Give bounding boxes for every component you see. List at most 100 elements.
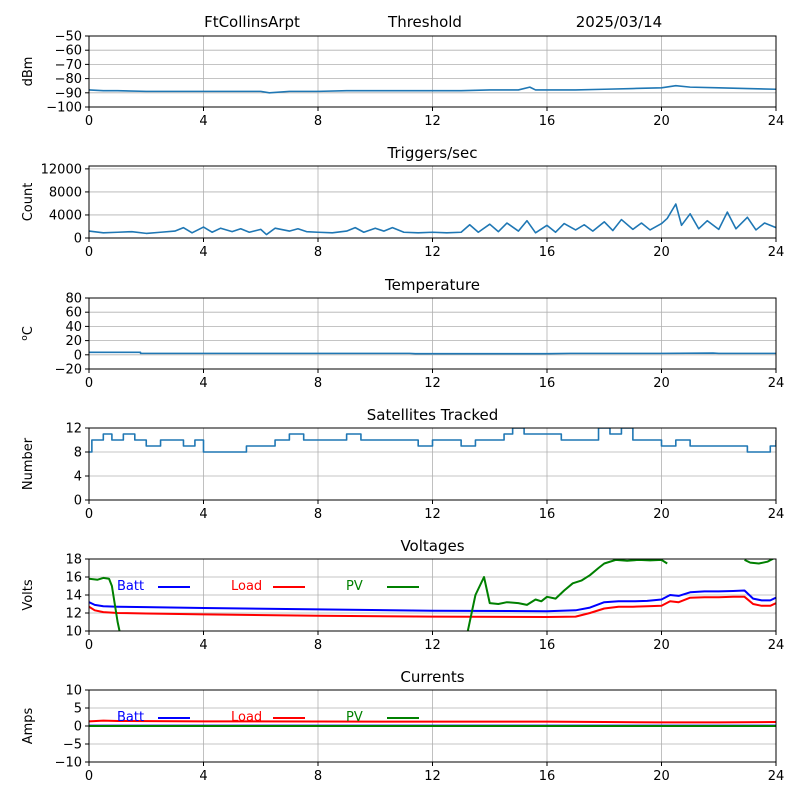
currents-series-load xyxy=(89,719,776,724)
threshold-xtick-label: 8 xyxy=(314,114,322,129)
temperature-series-group xyxy=(89,351,776,355)
triggers-xtick-label: 20 xyxy=(653,245,670,260)
threshold-ytick-label: −70 xyxy=(55,58,82,73)
temperature-xtick-label: 24 xyxy=(768,376,785,391)
temperature-xtick-label: 12 xyxy=(424,376,441,391)
temperature-xtick-label: 4 xyxy=(199,376,207,391)
satellites-xtick-label: 8 xyxy=(314,507,322,522)
triggers-series-line xyxy=(89,203,776,236)
temperature-ytick-label: 60 xyxy=(65,306,82,321)
voltages-ylabel: Volts xyxy=(21,579,36,611)
triggers-panel: 0 4 8 12 16 20 24 0 4000 8000 12000 Count Triggers/s… xyxy=(21,144,784,260)
currents-ytick-label: −5 xyxy=(63,738,82,753)
currents-legend-label-load: Load xyxy=(231,710,262,725)
currents-xtick-label: 4 xyxy=(199,769,207,784)
satellites-ylabel: Number xyxy=(21,437,36,490)
voltages-series-load xyxy=(89,595,776,619)
triggers-title: Triggers/sec xyxy=(387,144,478,162)
satellites-panel: 0 4 8 12 16 20 24 0 4 8 12 Number Satellites Tracked xyxy=(21,406,784,522)
threshold-xtick-label: 4 xyxy=(199,114,207,129)
currents-ylabel: Amps xyxy=(21,707,36,744)
voltages-xtick-label: 12 xyxy=(424,638,441,653)
currents-ytick-label: 0 xyxy=(74,720,82,735)
voltages-ytick-label: 16 xyxy=(65,571,82,586)
triggers-xtick-label: 16 xyxy=(539,245,556,260)
satellites-xtick-label: 4 xyxy=(199,507,207,522)
satellites-xtick-label: 20 xyxy=(653,507,670,522)
currents-ytick-label: 5 xyxy=(74,702,82,717)
temperature-ytick-label: 80 xyxy=(65,292,82,307)
header-date: 2025/03/14 xyxy=(576,13,662,31)
voltages-series-pv xyxy=(744,559,775,565)
voltages-xtick-label: 8 xyxy=(314,638,322,653)
satellites-series-group xyxy=(89,428,776,453)
currents-xtick-label: 24 xyxy=(768,769,785,784)
header-mode: Threshold xyxy=(387,13,462,31)
threshold-series-group xyxy=(89,84,776,94)
voltages-title: Voltages xyxy=(400,537,464,555)
satellites-ytick-label: 8 xyxy=(74,446,82,461)
satellites-xtick-label: 24 xyxy=(768,507,785,522)
voltages-legend-label-load: Load xyxy=(231,579,262,594)
threshold-xtick-label: 20 xyxy=(653,114,670,129)
satellites-ytick-label: 12 xyxy=(65,422,82,437)
triggers-ytick-label: 4000 xyxy=(49,208,82,223)
temperature-ytick-label: 20 xyxy=(65,334,82,349)
temperature-xtick-label: 16 xyxy=(539,376,556,391)
voltages-series-pv xyxy=(466,559,668,631)
satellites-xtick-label: 0 xyxy=(85,507,93,522)
temperature-ylabel: oC xyxy=(20,326,36,341)
satellites-ytick-label: 4 xyxy=(74,470,82,485)
threshold-ytick-label: −100 xyxy=(46,101,82,116)
currents-xtick-label: 0 xyxy=(85,769,93,784)
currents-xtick-label: 8 xyxy=(314,769,322,784)
triggers-ytick-label: 12000 xyxy=(41,162,82,177)
header-station: FtCollinsArpt xyxy=(204,13,300,31)
currents-title: Currents xyxy=(400,668,464,686)
threshold-series-line xyxy=(89,84,776,94)
satellites-xtick-label: 12 xyxy=(424,507,441,522)
voltages-xtick-label: 16 xyxy=(539,638,556,653)
temperature-xtick-label: 20 xyxy=(653,376,670,391)
triggers-xtick-label: 8 xyxy=(314,245,322,260)
threshold-ytick-label: −50 xyxy=(55,30,82,45)
triggers-ytick-label: 0 xyxy=(74,232,82,247)
threshold-panel: 0 4 8 12 16 20 24 −100−90−80−70−60−50 dBm xyxy=(21,30,784,130)
triggers-xtick-label: 24 xyxy=(768,245,785,260)
triggers-ylabel: Count xyxy=(21,183,36,222)
temperature-ytick-label: 0 xyxy=(74,348,82,363)
voltages-xtick-label: 0 xyxy=(85,638,93,653)
voltages-ytick-label: 12 xyxy=(65,607,82,622)
voltages-series-batt xyxy=(89,589,776,613)
voltages-legend-label-pv: PV xyxy=(346,579,363,594)
currents-legend-label-pv: PV xyxy=(346,710,363,725)
voltages-ytick-label: 14 xyxy=(65,589,82,604)
triggers-series-group xyxy=(89,203,776,236)
currents-series-group xyxy=(89,719,776,727)
currents-panel: Batt Load PV 0 4 8 12 16 20 24 −10 −5 0 5 10 Amps Curren… xyxy=(21,668,784,784)
temperature-ytick-label: 40 xyxy=(65,320,82,335)
voltages-legend-label-batt: Batt xyxy=(117,579,144,594)
voltages-ytick-label: 10 xyxy=(65,625,82,640)
currents-xtick-label: 12 xyxy=(424,769,441,784)
currents-ytick-label: −10 xyxy=(55,756,82,771)
currents-xtick-label: 16 xyxy=(539,769,556,784)
threshold-xtick-label: 24 xyxy=(768,114,785,129)
voltages-xtick-label: 24 xyxy=(768,638,785,653)
voltages-xtick-label: 20 xyxy=(653,638,670,653)
voltages-ytick-label: 18 xyxy=(65,553,82,568)
currents-legend-label-batt: Batt xyxy=(117,710,144,725)
satellites-series-line xyxy=(89,428,776,453)
satellites-title: Satellites Tracked xyxy=(367,406,498,424)
triggers-xtick-label: 12 xyxy=(424,245,441,260)
threshold-ytick-label: −80 xyxy=(55,72,82,87)
triggers-xtick-label: 0 xyxy=(85,245,93,260)
voltages-panel: Batt Load PV 0 4 8 12 16 20 24 10 12 14 16 18 Volts Volt… xyxy=(21,537,784,653)
threshold-ytick-label: −90 xyxy=(55,86,82,101)
threshold-ytick-label: −60 xyxy=(55,44,82,59)
temperature-ytick-label: −20 xyxy=(55,363,82,378)
